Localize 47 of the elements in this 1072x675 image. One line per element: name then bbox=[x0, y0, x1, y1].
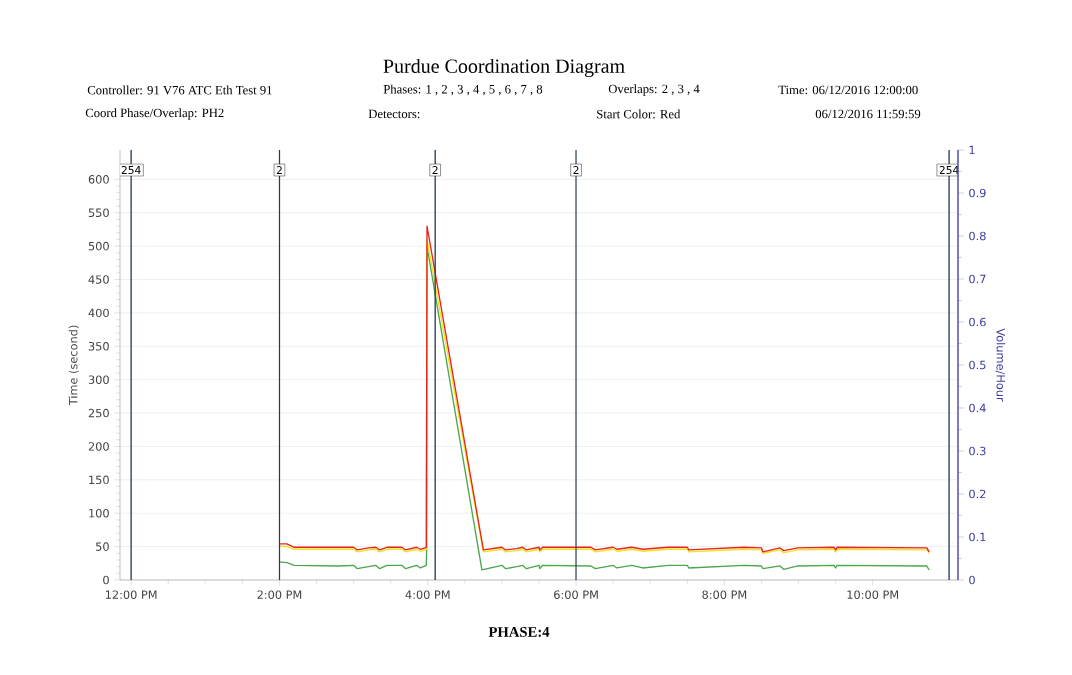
y-tick-label: 150 bbox=[89, 475, 109, 485]
y-axis-title: Time (second) bbox=[68, 325, 79, 406]
y-tick-label: 250 bbox=[88, 408, 109, 418]
y2-tick-label: 0.8 bbox=[969, 231, 986, 241]
text: Time: 06/12/2016 12:00:00 bbox=[778, 85, 918, 95]
text: Detectors: bbox=[368, 109, 420, 119]
y-tick-label: 350 bbox=[88, 342, 109, 351]
y2-tick-label: 0.5 bbox=[969, 360, 986, 370]
y2-tick-label: 1 bbox=[969, 145, 975, 155]
x-tick-label: 6:00 PM bbox=[554, 590, 598, 599]
y2-tick-label: 0.6 bbox=[969, 317, 986, 327]
x-tick-label: 8:00 PM bbox=[702, 590, 747, 599]
x-axis-title: PHASE:4 bbox=[488, 627, 550, 637]
y-tick-label: 550 bbox=[88, 208, 109, 218]
annotation: 254 bbox=[121, 165, 141, 175]
chart-title: Purdue Coordination Diagram bbox=[383, 58, 625, 78]
text: Overlaps: 2 , 3 , 4 bbox=[608, 84, 700, 96]
annotation: 254 bbox=[939, 165, 959, 175]
y2-tick-label: 0.2 bbox=[969, 489, 986, 499]
y-tick-label: 0 bbox=[103, 575, 109, 585]
text: Coord Phase/Overlap: PH2 bbox=[85, 108, 224, 120]
x-tick-label: 2:00 PM bbox=[257, 590, 302, 599]
x-tick-label: 10:00 PM bbox=[847, 590, 899, 599]
y2-tick-label: 0.3 bbox=[969, 446, 986, 456]
y-tick-label: 200 bbox=[88, 442, 109, 451]
y-tick-label: 50 bbox=[96, 542, 109, 551]
annotation: 2 bbox=[432, 166, 438, 174]
annotation: 2 bbox=[276, 166, 282, 174]
text: 06/12/2016 11:59:59 bbox=[815, 109, 921, 119]
annotation: 2 bbox=[573, 166, 579, 174]
y2-tick-label: 0.4 bbox=[969, 403, 986, 413]
y-tick-label: 400 bbox=[88, 308, 109, 318]
y2-tick-label: 0.7 bbox=[969, 274, 986, 284]
y2-tick-label: 0.9 bbox=[969, 188, 986, 198]
y2-axis-title: Volume/Hour bbox=[995, 328, 1006, 402]
text: Start Color: Red bbox=[597, 109, 681, 119]
x-tick-label: 4:00 PM bbox=[405, 590, 450, 599]
y-tick-label: 450 bbox=[88, 275, 109, 284]
y2-tick-label: 0 bbox=[969, 575, 975, 585]
x-tick-label: 12:00 PM bbox=[105, 590, 157, 599]
y2-tick-label: 0.1 bbox=[969, 532, 986, 542]
text: Phases: 1 , 2 , 3 , 4 , 5 , 6 , 7 , 8 bbox=[383, 84, 543, 96]
y-tick-label: 300 bbox=[88, 375, 109, 384]
y-tick-label: 600 bbox=[88, 175, 109, 184]
y-tick-label: 100 bbox=[89, 508, 109, 518]
y-tick-label: 500 bbox=[88, 241, 109, 251]
text: Controller: 91 V76 ATC Eth Test 91 bbox=[87, 85, 272, 95]
